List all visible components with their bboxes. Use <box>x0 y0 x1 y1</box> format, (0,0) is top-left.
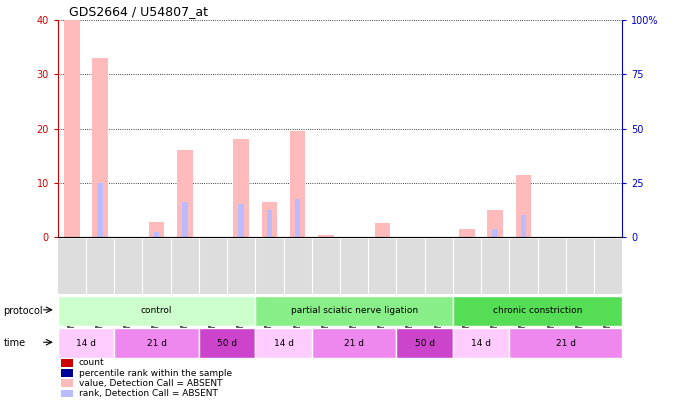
Text: rank, Detection Call = ABSENT: rank, Detection Call = ABSENT <box>79 389 218 398</box>
Bar <box>492 229 498 237</box>
Text: 14 d: 14 d <box>471 339 491 348</box>
Bar <box>453 328 509 358</box>
Bar <box>515 175 531 237</box>
Bar <box>97 183 103 237</box>
Text: count: count <box>79 358 105 367</box>
Bar <box>509 328 622 358</box>
Text: 21 d: 21 d <box>556 339 576 348</box>
Bar <box>375 224 390 237</box>
Bar <box>453 296 622 326</box>
Bar <box>256 328 311 358</box>
Text: GDS2664 / U54807_at: GDS2664 / U54807_at <box>69 5 208 18</box>
Bar <box>92 58 108 237</box>
Bar <box>64 20 80 237</box>
Text: 50 d: 50 d <box>415 339 435 348</box>
Bar <box>149 222 165 237</box>
Text: time: time <box>3 338 26 348</box>
Bar <box>114 328 199 358</box>
Text: 21 d: 21 d <box>147 339 167 348</box>
Bar <box>290 131 305 237</box>
Bar <box>256 296 453 326</box>
Text: 21 d: 21 d <box>344 339 364 348</box>
Bar <box>459 229 475 237</box>
Bar <box>262 202 277 237</box>
Bar <box>199 328 256 358</box>
Bar <box>154 232 159 237</box>
Bar <box>312 328 396 358</box>
Bar <box>182 202 188 237</box>
Text: 14 d: 14 d <box>76 339 96 348</box>
Text: protocol: protocol <box>3 306 43 315</box>
Text: percentile rank within the sample: percentile rank within the sample <box>79 369 232 377</box>
Bar <box>58 328 114 358</box>
Bar <box>396 328 453 358</box>
Bar <box>233 139 249 237</box>
Bar <box>318 235 334 237</box>
Text: 14 d: 14 d <box>273 339 294 348</box>
Bar <box>177 150 192 237</box>
Bar <box>521 215 526 237</box>
Text: control: control <box>141 306 172 315</box>
Text: 50 d: 50 d <box>217 339 237 348</box>
Text: value, Detection Call = ABSENT: value, Detection Call = ABSENT <box>79 379 222 388</box>
Bar <box>267 210 272 237</box>
Bar <box>488 210 503 237</box>
Text: chronic constriction: chronic constriction <box>493 306 582 315</box>
Bar <box>58 296 256 326</box>
Text: partial sciatic nerve ligation: partial sciatic nerve ligation <box>290 306 418 315</box>
Bar <box>239 205 244 237</box>
Bar <box>295 199 301 237</box>
